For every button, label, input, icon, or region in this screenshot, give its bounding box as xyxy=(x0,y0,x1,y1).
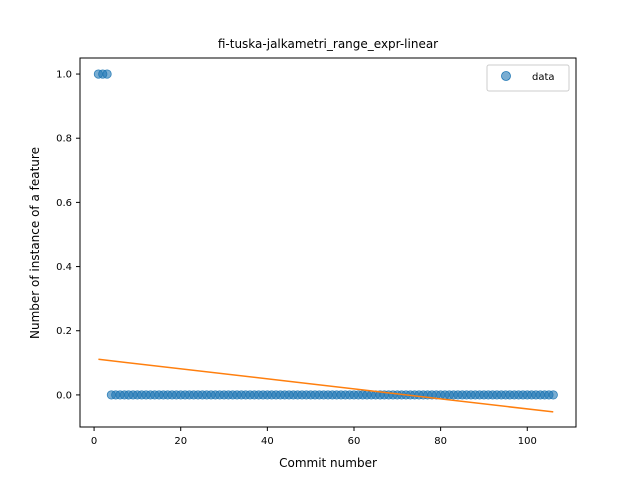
series-layer xyxy=(93,69,558,413)
legend: data xyxy=(486,64,570,92)
y-axis: 0.0 0.2 0.4 0.6 0.8 1.0 xyxy=(56,70,80,401)
data-point xyxy=(102,69,112,79)
data-point xyxy=(548,390,558,400)
y-tick-label: 1.0 xyxy=(56,70,72,81)
x-tick-label: 60 xyxy=(348,436,361,447)
x-axis: 0 20 40 60 80 100 xyxy=(91,427,537,447)
y-tick-label: 0.8 xyxy=(56,134,72,145)
y-tick-label: 0.4 xyxy=(56,262,72,273)
y-axis-title: Number of instance of a feature xyxy=(28,147,42,339)
y-tick-label: 0.0 xyxy=(56,390,72,401)
trend-line xyxy=(98,358,554,413)
y-tick-label: 0.2 xyxy=(56,326,72,337)
legend-marker-data xyxy=(501,71,511,81)
x-tick-label: 0 xyxy=(91,436,97,447)
x-tick-label: 100 xyxy=(518,436,537,447)
x-tick-label: 80 xyxy=(434,436,447,447)
x-tick-label: 20 xyxy=(174,436,187,447)
legend-label-data: data xyxy=(532,72,555,83)
chart-title: fi-tuska-jalkametri_range_expr-linear xyxy=(218,37,438,51)
x-tick-label: 40 xyxy=(261,436,274,447)
legend-box xyxy=(486,64,570,92)
y-tick-label: 0.6 xyxy=(56,198,72,209)
plot-frame xyxy=(79,57,577,428)
x-axis-title: Commit number xyxy=(279,456,377,470)
plot-area xyxy=(79,57,577,428)
